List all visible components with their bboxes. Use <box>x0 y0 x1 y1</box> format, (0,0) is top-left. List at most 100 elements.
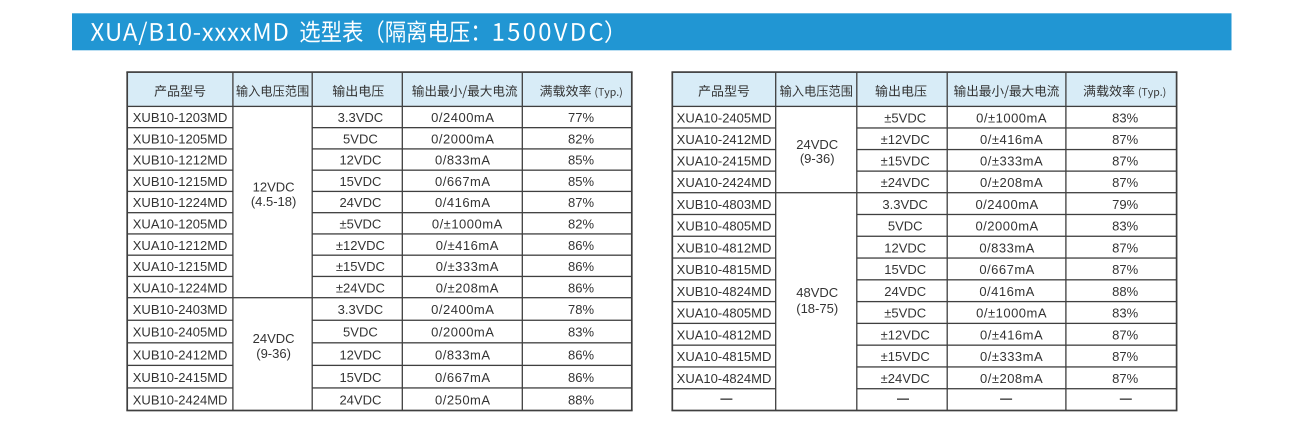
svg-text:3.3VDC: 3.3VDC <box>338 302 384 317</box>
svg-text:82%: 82% <box>568 217 594 232</box>
svg-text:82%: 82% <box>568 132 594 147</box>
svg-text:XUB10-2412MD: XUB10-2412MD <box>133 347 228 362</box>
svg-text:XUB10-1224MD: XUB10-1224MD <box>133 195 228 210</box>
svg-text:12VDC: 12VDC <box>339 347 381 362</box>
svg-text:12VDC: 12VDC <box>253 179 295 194</box>
svg-text:86%: 86% <box>568 280 594 295</box>
svg-text:86%: 86% <box>568 259 594 274</box>
svg-text:0/±208mA: 0/±208mA <box>980 371 1043 386</box>
svg-text:(9-36): (9-36) <box>800 151 835 166</box>
svg-text:0/±333mA: 0/±333mA <box>980 349 1043 364</box>
svg-text:83%: 83% <box>1112 219 1138 234</box>
svg-text:±24VDC: ±24VDC <box>881 371 930 386</box>
svg-text:15VDC: 15VDC <box>339 370 381 385</box>
svg-text:24VDC: 24VDC <box>253 331 295 346</box>
svg-text:0/2400mA: 0/2400mA <box>431 110 494 125</box>
svg-text:0/667mA: 0/667mA <box>435 370 491 385</box>
svg-text:3.3VDC: 3.3VDC <box>338 110 384 125</box>
svg-text:5VDC: 5VDC <box>343 325 378 340</box>
svg-text:XUB10-4805MD: XUB10-4805MD <box>677 219 772 234</box>
svg-text:24VDC: 24VDC <box>884 284 926 299</box>
svg-text:XUB10-1205MD: XUB10-1205MD <box>133 132 228 147</box>
svg-text:XUA10-2424MD: XUA10-2424MD <box>677 175 772 190</box>
svg-text:87%: 87% <box>1112 240 1138 255</box>
svg-text:XUB10-1215MD: XUB10-1215MD <box>133 174 228 189</box>
svg-text:86%: 86% <box>568 238 594 253</box>
svg-text:XUB10-4815MD: XUB10-4815MD <box>677 262 772 277</box>
svg-text:XUB10-4812MD: XUB10-4812MD <box>677 240 772 255</box>
svg-text:(18-75): (18-75) <box>796 301 838 316</box>
svg-text:83%: 83% <box>568 325 594 340</box>
svg-text:0/±416mA: 0/±416mA <box>980 132 1043 147</box>
svg-text:87%: 87% <box>1112 175 1138 190</box>
svg-text:±12VDC: ±12VDC <box>881 328 930 343</box>
svg-text:±15VDC: ±15VDC <box>881 154 930 169</box>
svg-text:0/±416mA: 0/±416mA <box>436 238 499 253</box>
svg-text:XUA10-4812MD: XUA10-4812MD <box>677 328 772 343</box>
svg-text:0/2000mA: 0/2000mA <box>975 219 1038 234</box>
svg-text:12VDC: 12VDC <box>339 153 381 168</box>
svg-text:0/±1000mA: 0/±1000mA <box>976 110 1047 125</box>
svg-text:XUA10-4805MD: XUA10-4805MD <box>677 306 772 321</box>
svg-text:77%: 77% <box>568 110 594 125</box>
svg-text:87%: 87% <box>1112 371 1138 386</box>
svg-text:XUA10-2415MD: XUA10-2415MD <box>677 154 772 169</box>
svg-text:±15VDC: ±15VDC <box>336 259 385 274</box>
svg-text:0/±1000mA: 0/±1000mA <box>976 306 1047 321</box>
svg-text:86%: 86% <box>568 347 594 362</box>
svg-text:±12VDC: ±12VDC <box>881 132 930 147</box>
svg-text:15VDC: 15VDC <box>339 174 381 189</box>
svg-text:±5VDC: ±5VDC <box>884 306 926 321</box>
svg-text:87%: 87% <box>1112 154 1138 169</box>
svg-text:48VDC: 48VDC <box>796 285 838 300</box>
svg-text:88%: 88% <box>1112 284 1138 299</box>
svg-text:0/833mA: 0/833mA <box>979 240 1035 255</box>
svg-text:87%: 87% <box>1112 349 1138 364</box>
svg-text:0/833mA: 0/833mA <box>435 347 491 362</box>
svg-text:XUA10-4815MD: XUA10-4815MD <box>677 349 772 364</box>
svg-text:XUA10-1224MD: XUA10-1224MD <box>133 280 228 295</box>
svg-text:0/±333mA: 0/±333mA <box>980 154 1043 169</box>
svg-text:XUB10-2424MD: XUB10-2424MD <box>133 392 228 407</box>
svg-text:86%: 86% <box>568 370 594 385</box>
svg-text:XUB10-1212MD: XUB10-1212MD <box>133 153 228 168</box>
svg-text:0/2000mA: 0/2000mA <box>431 325 494 340</box>
svg-text:87%: 87% <box>1112 132 1138 147</box>
svg-text:12VDC: 12VDC <box>884 240 926 255</box>
svg-text:XUA10-1215MD: XUA10-1215MD <box>133 259 228 274</box>
svg-text:85%: 85% <box>568 174 594 189</box>
svg-text:5VDC: 5VDC <box>343 132 378 147</box>
svg-text:XUA10-1205MD: XUA10-1205MD <box>133 217 228 232</box>
svg-text:(9-36): (9-36) <box>256 346 291 361</box>
svg-text:XUA10-4824MD: XUA10-4824MD <box>677 371 772 386</box>
svg-text:0/667mA: 0/667mA <box>435 174 491 189</box>
svg-text:0/2000mA: 0/2000mA <box>431 132 494 147</box>
svg-text:5VDC: 5VDC <box>888 219 923 234</box>
svg-text:0/±208mA: 0/±208mA <box>980 175 1043 190</box>
svg-text:XUB10-1203MD: XUB10-1203MD <box>133 110 228 125</box>
svg-text:0/2400mA: 0/2400mA <box>431 302 494 317</box>
svg-text:XUB10-4803MD: XUB10-4803MD <box>677 197 772 212</box>
svg-text:XUA10-2412MD: XUA10-2412MD <box>677 132 772 147</box>
svg-text:XUB10-4824MD: XUB10-4824MD <box>677 284 772 299</box>
svg-text:3.3VDC: 3.3VDC <box>882 197 928 212</box>
svg-text:XUB10-2405MD: XUB10-2405MD <box>133 325 228 340</box>
svg-text:0/833mA: 0/833mA <box>435 153 491 168</box>
svg-text:78%: 78% <box>568 302 594 317</box>
svg-text:24VDC: 24VDC <box>339 195 381 210</box>
svg-text:XUA10-1212MD: XUA10-1212MD <box>133 238 228 253</box>
svg-text:24VDC: 24VDC <box>796 137 838 152</box>
svg-text:24VDC: 24VDC <box>339 392 381 407</box>
svg-text:(4.5-18): (4.5-18) <box>251 194 297 209</box>
svg-text:XUA10-2405MD: XUA10-2405MD <box>677 110 772 125</box>
svg-text:±5VDC: ±5VDC <box>884 110 926 125</box>
svg-text:XUB10-2415MD: XUB10-2415MD <box>133 370 228 385</box>
svg-text:0/250mA: 0/250mA <box>435 392 491 407</box>
svg-text:15VDC: 15VDC <box>884 262 926 277</box>
svg-text:79%: 79% <box>1112 197 1138 212</box>
svg-text:0/667mA: 0/667mA <box>979 262 1035 277</box>
svg-text:±12VDC: ±12VDC <box>336 238 385 253</box>
svg-text:0/±1000mA: 0/±1000mA <box>432 217 503 232</box>
svg-text:0/416mA: 0/416mA <box>435 195 491 210</box>
svg-text:0/±416mA: 0/±416mA <box>980 328 1043 343</box>
